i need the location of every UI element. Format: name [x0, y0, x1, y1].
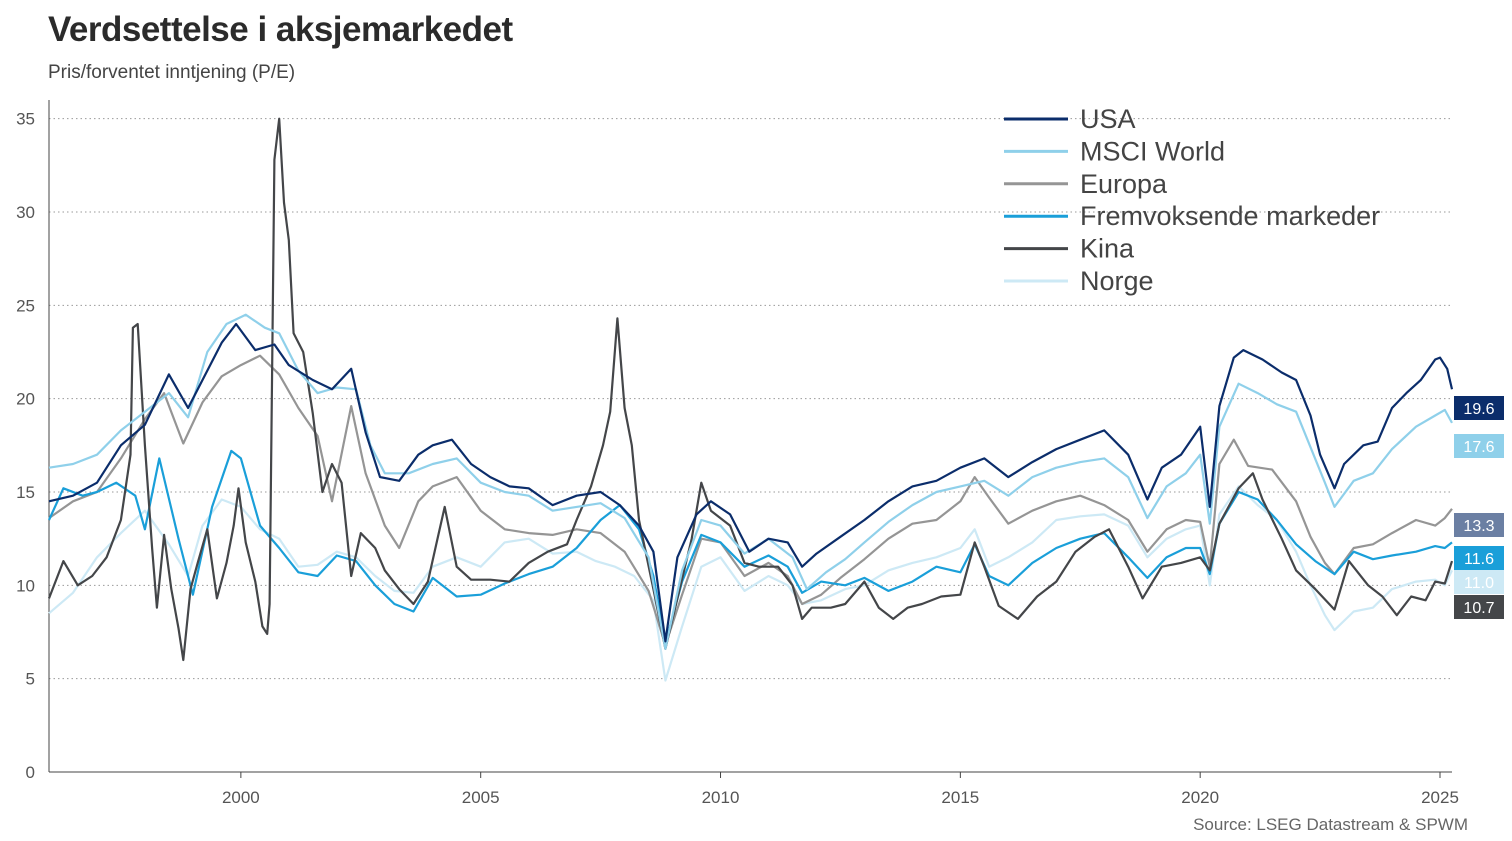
end-labels: 19.6 17.6 13.3 11.6 11.0 10.7 [1454, 396, 1504, 619]
end-label: 10.7 [1463, 600, 1494, 617]
series-line-kina [47, 117, 1454, 662]
x-tick-label: 2020 [1181, 788, 1219, 807]
end-label: 17.6 [1463, 439, 1494, 456]
chart-subtitle: Pris/forventet inntjening (P/E) [48, 62, 296, 83]
end-label-box [1454, 595, 1504, 619]
legend-label: MSCI World [1080, 136, 1225, 166]
x-tick-label: 2025 [1421, 788, 1459, 807]
y-tick-label: 35 [16, 110, 35, 129]
y-tick-label: 5 [26, 670, 35, 689]
end-label: 11.0 [1464, 575, 1494, 592]
y-tick-label: 30 [16, 203, 35, 222]
series-line-norge [48, 485, 1453, 682]
series-line-fremvoksende-markeder [47, 449, 1453, 645]
series-layer [47, 117, 1454, 682]
x-tick-label: 2005 [462, 788, 500, 807]
series-line-usa [48, 322, 1454, 643]
end-label-box [1454, 546, 1504, 570]
y-tick-label: 25 [16, 296, 35, 315]
legend-label: Kina [1080, 234, 1135, 264]
series-line-europa [48, 354, 1453, 647]
end-label-box [1454, 396, 1504, 420]
series-line-msci-world [48, 313, 1453, 650]
x-tick-label: 2000 [222, 788, 260, 807]
chart-title: Verdsettelse i aksjemarkedet [48, 10, 513, 49]
x-tick-label: 2015 [941, 788, 979, 807]
y-tick-label: 10 [16, 576, 35, 595]
legend-label: Europa [1080, 169, 1168, 199]
legend-label: Norge [1080, 266, 1154, 296]
x-tick-label: 2010 [702, 788, 740, 807]
end-label: 13.3 [1463, 518, 1494, 535]
end-label-box [1454, 513, 1504, 537]
legend-label: USA [1080, 104, 1136, 134]
end-label-box [1454, 570, 1504, 594]
legend-label: Fremvoksende markeder [1080, 201, 1380, 231]
y-tick-label: 0 [26, 763, 35, 782]
end-label-box [1454, 434, 1504, 458]
source-note: Source: LSEG Datastream & SPWM [1193, 815, 1468, 834]
end-label: 11.6 [1464, 551, 1494, 568]
y-tick-label: 20 [16, 390, 35, 409]
end-label: 19.6 [1463, 401, 1494, 418]
y-tick-label: 15 [16, 483, 35, 502]
